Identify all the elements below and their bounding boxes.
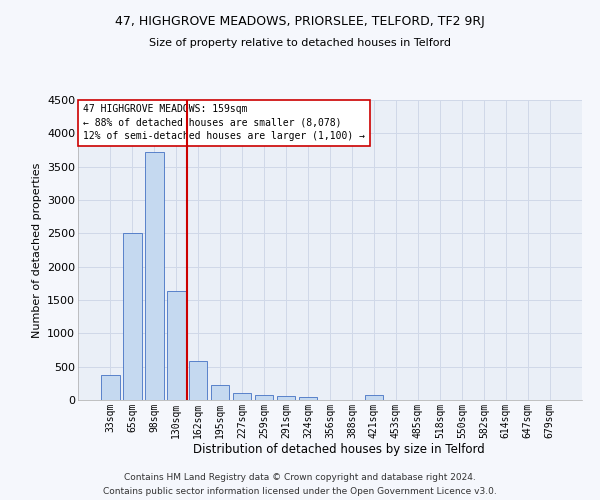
Bar — [189, 360, 208, 400]
Text: 47 HIGHGROVE MEADOWS: 159sqm
← 88% of detached houses are smaller (8,078)
12% of: 47 HIGHGROVE MEADOWS: 159sqm ← 88% of de… — [83, 104, 365, 141]
Text: Size of property relative to detached houses in Telford: Size of property relative to detached ho… — [149, 38, 451, 48]
Bar — [299, 398, 317, 400]
Y-axis label: Number of detached properties: Number of detached properties — [32, 162, 41, 338]
Bar — [255, 396, 274, 400]
Bar — [365, 395, 383, 400]
Bar — [277, 396, 295, 400]
Bar — [167, 290, 185, 400]
Text: Contains HM Land Registry data © Crown copyright and database right 2024.: Contains HM Land Registry data © Crown c… — [124, 472, 476, 482]
Bar — [233, 392, 251, 400]
Bar — [123, 234, 142, 400]
Bar — [101, 376, 119, 400]
Bar — [145, 152, 164, 400]
Text: Contains public sector information licensed under the Open Government Licence v3: Contains public sector information licen… — [103, 488, 497, 496]
Bar — [211, 384, 229, 400]
Text: Distribution of detached houses by size in Telford: Distribution of detached houses by size … — [193, 442, 485, 456]
Text: 47, HIGHGROVE MEADOWS, PRIORSLEE, TELFORD, TF2 9RJ: 47, HIGHGROVE MEADOWS, PRIORSLEE, TELFOR… — [115, 15, 485, 28]
